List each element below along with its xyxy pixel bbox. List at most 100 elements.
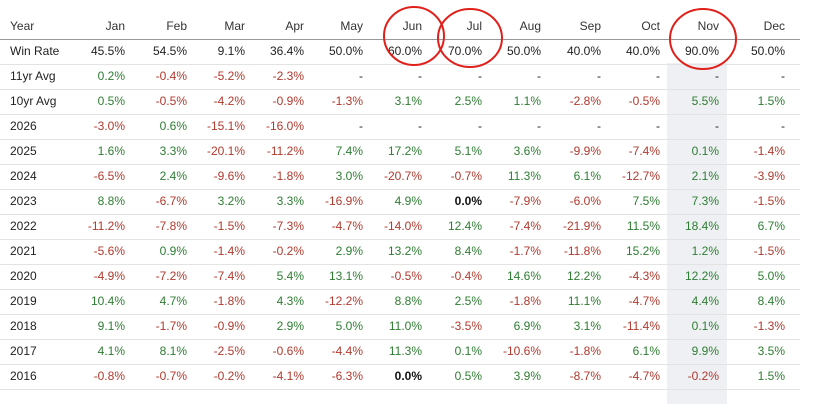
table-cell: -0.5% <box>390 269 422 283</box>
row-label: 10yr Avg <box>10 94 57 108</box>
table-cell: - <box>597 69 601 83</box>
table-cell: -11.4% <box>622 319 660 333</box>
table-cell: 2.4% <box>159 169 187 183</box>
table-cell: 11.3% <box>388 344 422 358</box>
table-cell: -6.3% <box>331 369 363 383</box>
table-cell: 3.5% <box>757 344 785 358</box>
column-header: May <box>340 19 363 33</box>
table-cell: 13.2% <box>387 244 422 258</box>
table-cell: -4.4% <box>331 344 363 358</box>
column-header: Sep <box>579 19 601 33</box>
table-cell: 15.2% <box>625 244 660 258</box>
table-cell: 6.1% <box>573 169 601 183</box>
table-cell: 12.4% <box>447 219 482 233</box>
table-cell: 40.0% <box>625 44 660 58</box>
table-cell: 3.1% <box>573 319 601 333</box>
table-cell: - <box>418 119 422 133</box>
table-cell: -9.6% <box>213 169 245 183</box>
row-label: 11yr Avg <box>10 69 56 83</box>
table-cell: 8.8% <box>394 294 422 308</box>
table-cell: -12.2% <box>324 294 363 308</box>
table-cell: 70.0% <box>447 44 482 58</box>
table-cell: - <box>537 69 541 83</box>
table-cell: -2.5% <box>213 344 245 358</box>
table-cell: -1.7% <box>509 244 541 258</box>
table-cell: 9.1% <box>217 44 245 58</box>
table-cell: 0.0% <box>394 369 422 383</box>
table-cell: -0.9% <box>272 94 304 108</box>
column-highlight <box>667 63 727 404</box>
table-cell: 0.6% <box>159 119 187 133</box>
table-cell: - <box>597 119 601 133</box>
table-cell: 11.3% <box>507 169 541 183</box>
table-cell: -7.2% <box>155 269 187 283</box>
table-cell: 3.3% <box>159 144 187 158</box>
table-cell: -4.2% <box>213 94 245 108</box>
table-cell: -0.5% <box>628 94 660 108</box>
table-cell: 1.5% <box>757 369 785 383</box>
table-cell: -10.6% <box>502 344 541 358</box>
table-cell: -0.2% <box>687 369 719 383</box>
table-cell: - <box>781 69 785 83</box>
table-cell: 12.2% <box>566 269 601 283</box>
row-label: 2019 <box>10 294 37 308</box>
table-cell: 2.1% <box>691 169 719 183</box>
table-cell: 11.0% <box>388 319 422 333</box>
table-cell: -4.7% <box>628 369 660 383</box>
table-cell: -20.1% <box>206 144 245 158</box>
row-divider <box>0 214 800 215</box>
table-cell: - <box>359 119 363 133</box>
row-divider <box>0 314 800 315</box>
table-cell: 0.1% <box>454 344 482 358</box>
table-cell: -12.7% <box>621 169 660 183</box>
table-cell: -5.6% <box>93 244 125 258</box>
row-divider <box>0 264 800 265</box>
table-cell: -8.7% <box>569 369 601 383</box>
table-cell: 50.0% <box>506 44 541 58</box>
table-cell: -11.2% <box>87 219 125 233</box>
table-cell: -1.4% <box>753 144 785 158</box>
table-cell: 2.5% <box>454 94 482 108</box>
row-divider <box>0 89 800 90</box>
table-cell: - <box>478 69 482 83</box>
table-cell: 1.6% <box>97 144 125 158</box>
table-cell: 0.0% <box>454 194 482 208</box>
table-cell: 2.9% <box>276 319 304 333</box>
table-cell: 9.9% <box>691 344 719 358</box>
table-cell: -14.0% <box>383 219 422 233</box>
table-cell: -4.9% <box>93 269 125 283</box>
table-cell: -1.3% <box>753 319 785 333</box>
table-cell: -1.3% <box>331 94 363 108</box>
table-cell: 5.0% <box>335 319 363 333</box>
row-label: 2023 <box>10 194 37 208</box>
table-cell: -4.7% <box>331 219 363 233</box>
table-cell: 2.5% <box>454 294 482 308</box>
table-cell: 6.9% <box>513 319 541 333</box>
table-cell: 7.5% <box>632 194 660 208</box>
table-cell: -11.8% <box>563 244 601 258</box>
table-cell: -0.4% <box>155 69 187 83</box>
table-cell: 5.5% <box>691 94 719 108</box>
table-cell: 3.3% <box>276 194 304 208</box>
table-cell: -16.9% <box>324 194 363 208</box>
table-cell: -4.3% <box>628 269 660 283</box>
table-cell: 50.0% <box>328 44 363 58</box>
table-cell: - <box>537 119 541 133</box>
table-cell: 3.1% <box>394 94 422 108</box>
table-cell: 10.4% <box>90 294 125 308</box>
table-cell: -0.5% <box>155 94 187 108</box>
table-cell: - <box>715 119 719 133</box>
table-cell: -5.2% <box>213 69 245 83</box>
table-cell: -3.9% <box>753 169 785 183</box>
row-label: 2024 <box>10 169 37 183</box>
row-label: 2022 <box>10 219 37 233</box>
table-cell: -6.0% <box>569 194 601 208</box>
table-cell: -0.7% <box>155 369 187 383</box>
table-cell: 0.2% <box>97 69 125 83</box>
table-cell: -16.0% <box>265 119 304 133</box>
table-cell: 4.3% <box>276 294 304 308</box>
table-cell: -1.8% <box>509 294 541 308</box>
table-cell: 4.1% <box>97 344 125 358</box>
table-cell: 13.1% <box>328 269 363 283</box>
